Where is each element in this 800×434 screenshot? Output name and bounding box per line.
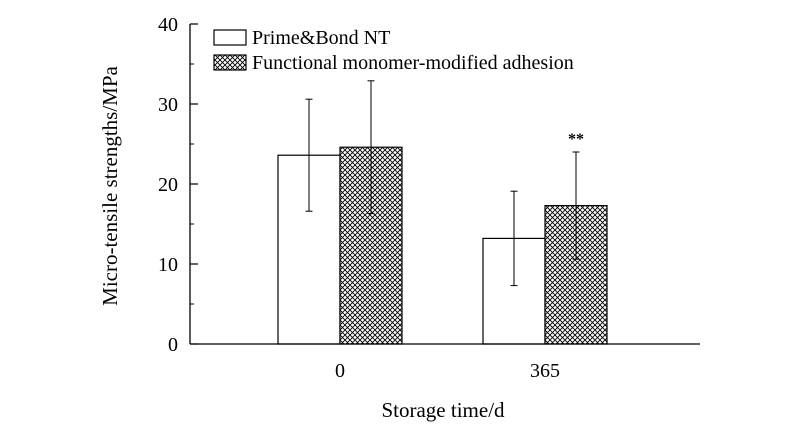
significance-annotation: ** <box>568 131 584 148</box>
legend-swatch-functional-monomer <box>213 54 247 71</box>
legend: Prime&Bond NT Functional monomer-modified… <box>213 27 574 74</box>
y-tick-label: 30 <box>158 94 178 116</box>
error-bars-layer: ** <box>305 80 584 287</box>
legend-label: Functional monomer-modified adhesion <box>252 52 574 74</box>
axes-layer: 0 10 20 30 40 0 365 <box>158 14 700 382</box>
y-tick-label: 20 <box>158 174 178 196</box>
x-tick-label: 0 <box>335 360 345 382</box>
y-tick-label: 40 <box>158 14 178 36</box>
legend-swatch-prime-bond-nt <box>213 29 247 46</box>
y-axis-label: Micro-tensile strengths/MPa <box>98 65 122 305</box>
y-tick-label: 0 <box>168 334 178 356</box>
bars-layer <box>277 146 608 345</box>
x-tick-label: 365 <box>530 360 560 382</box>
legend-label: Prime&Bond NT <box>252 27 390 49</box>
y-tick-label: 10 <box>158 254 178 276</box>
x-axis-label: Storage time/d <box>381 398 505 422</box>
